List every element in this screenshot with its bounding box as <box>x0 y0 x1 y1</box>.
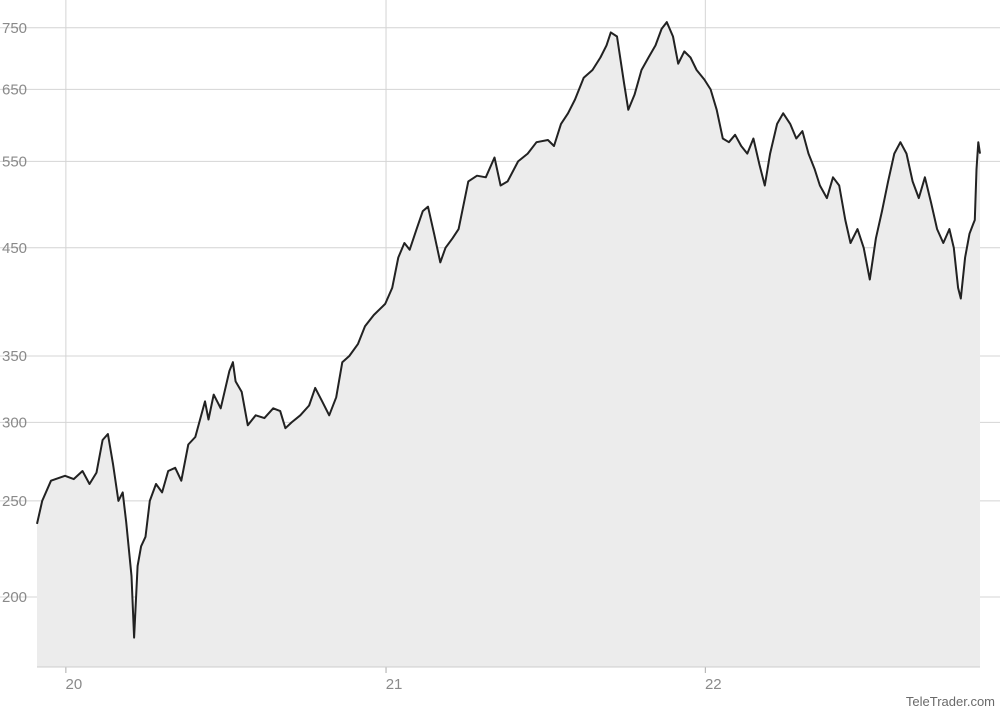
x-tick-label-22: 22 <box>705 676 722 693</box>
y-tick-label-750: 750 <box>2 20 27 37</box>
y-tick-label-650: 650 <box>2 81 27 98</box>
x-tick-label-21: 21 <box>386 676 403 693</box>
price-area-fill <box>37 22 980 668</box>
x-axis-labels: 20 21 22 <box>66 676 722 693</box>
y-tick-label-350: 350 <box>2 348 27 365</box>
x-tick-label-20: 20 <box>66 676 83 693</box>
y-tick-label-250: 250 <box>2 493 27 510</box>
credit-label: TeleTrader.com <box>906 694 995 709</box>
y-axis-labels: 200 250 300 350 450 550 650 750 <box>2 20 27 606</box>
y-tick-label-450: 450 <box>2 240 27 257</box>
price-line <box>36 21 981 639</box>
y-tick-label-300: 300 <box>2 414 27 431</box>
y-tick-label-550: 550 <box>2 153 27 170</box>
y-tick-label-200: 200 <box>2 589 27 606</box>
